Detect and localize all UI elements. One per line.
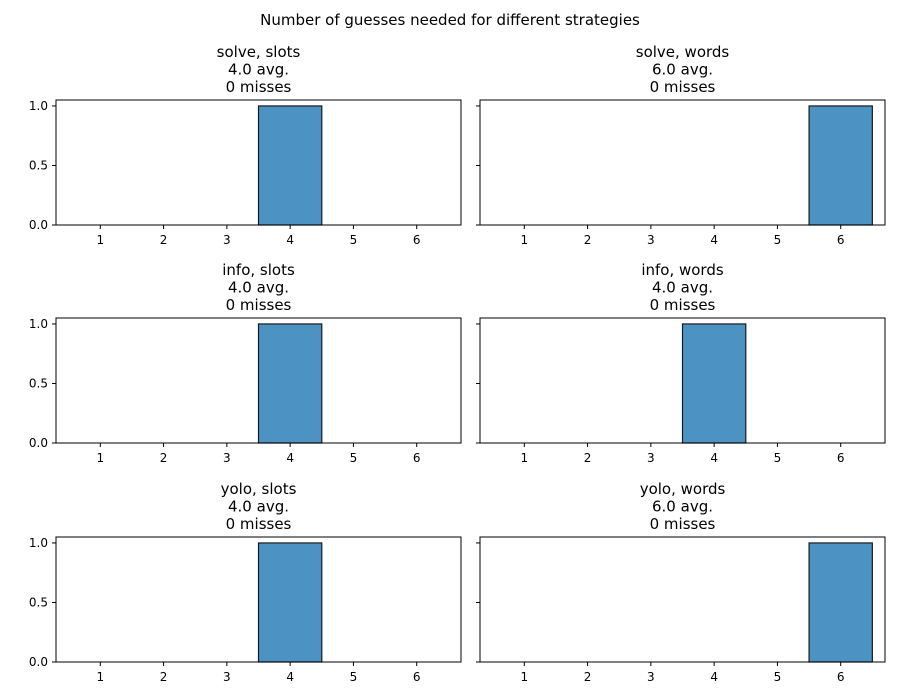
x-tick-label: 1	[520, 451, 528, 465]
y-tick-label: 1.0	[29, 317, 48, 331]
y-tick-label: 0.0	[29, 436, 48, 450]
subplot-title-line: 0 misses	[226, 296, 292, 314]
subplot-title-line: 0 misses	[226, 78, 292, 96]
subplot-title-line: solve, slots	[217, 43, 301, 61]
bar	[257, 105, 323, 226]
figure-title: Number of guesses needed for different s…	[260, 11, 640, 29]
axes-frame	[55, 99, 462, 226]
subplot-title-line: 0 misses	[650, 515, 716, 533]
x-tick-label: 6	[837, 670, 845, 684]
x-tick-label: 5	[774, 233, 782, 247]
subplot-title-line: yolo, slots	[221, 480, 297, 498]
y-tick-label: 0.0	[29, 655, 48, 669]
x-tick-label: 3	[223, 451, 231, 465]
axes-frame	[55, 317, 462, 444]
x-tick-label: 2	[584, 670, 592, 684]
axes-frame	[55, 536, 462, 663]
x-tick-label: 6	[837, 451, 845, 465]
subplot-title-line: solve, words	[636, 43, 730, 61]
x-tick-label: 2	[584, 233, 592, 247]
x-tick-label: 2	[584, 451, 592, 465]
subplot-title-line: 0 misses	[650, 78, 716, 96]
subplot-title-line: 6.0 avg.	[652, 498, 713, 516]
bar	[257, 323, 323, 444]
subplot-title-line: 6.0 avg.	[652, 61, 713, 79]
x-tick-label: 2	[160, 233, 168, 247]
x-tick-label: 5	[774, 670, 782, 684]
subplot-title-line: info, slots	[222, 261, 295, 279]
y-tick-label: 1.0	[29, 99, 48, 113]
bar	[257, 542, 323, 663]
x-tick-label: 5	[350, 451, 358, 465]
x-tick-label: 1	[520, 670, 528, 684]
subplot-title-line: 0 misses	[226, 515, 292, 533]
y-tick-label: 1.0	[29, 536, 48, 550]
x-tick-label: 3	[647, 670, 655, 684]
x-tick-label: 1	[96, 233, 104, 247]
bar	[808, 542, 873, 663]
y-tick-label: 0.5	[29, 595, 48, 609]
subplot-title-line: 4.0 avg.	[228, 61, 289, 79]
x-tick-label: 3	[223, 670, 231, 684]
x-tick-label: 4	[710, 670, 718, 684]
axes-frame	[479, 99, 886, 226]
x-tick-label: 6	[413, 670, 421, 684]
x-tick-label: 2	[160, 451, 168, 465]
subplot-title-line: yolo, words	[640, 480, 726, 498]
x-tick-label: 1	[96, 451, 104, 465]
x-tick-label: 5	[350, 233, 358, 247]
axes-frame	[479, 536, 886, 663]
x-tick-label: 1	[96, 670, 104, 684]
x-tick-label: 3	[223, 233, 231, 247]
x-tick-label: 5	[774, 451, 782, 465]
x-tick-label: 6	[413, 451, 421, 465]
bar	[681, 323, 747, 444]
x-tick-label: 1	[520, 233, 528, 247]
axes-frame	[479, 317, 886, 444]
x-tick-label: 3	[647, 233, 655, 247]
x-tick-label: 5	[350, 670, 358, 684]
y-tick-label: 0.0	[29, 218, 48, 232]
y-tick-label: 0.5	[29, 376, 48, 390]
x-tick-label: 4	[710, 233, 718, 247]
subplot-title-line: 0 misses	[650, 296, 716, 314]
bar	[808, 105, 873, 226]
subplot-title-line: 4.0 avg.	[228, 498, 289, 516]
subplot-title-line: info, words	[641, 261, 724, 279]
subplot-title-line: 4.0 avg.	[652, 279, 713, 297]
x-tick-label: 4	[286, 451, 294, 465]
x-tick-label: 4	[286, 670, 294, 684]
subplot-title-line: 4.0 avg.	[228, 279, 289, 297]
x-tick-label: 3	[647, 451, 655, 465]
x-tick-label: 6	[413, 233, 421, 247]
x-tick-label: 4	[286, 233, 294, 247]
y-tick-label: 0.5	[29, 158, 48, 172]
x-tick-label: 2	[160, 670, 168, 684]
x-tick-label: 4	[710, 451, 718, 465]
x-tick-label: 6	[837, 233, 845, 247]
